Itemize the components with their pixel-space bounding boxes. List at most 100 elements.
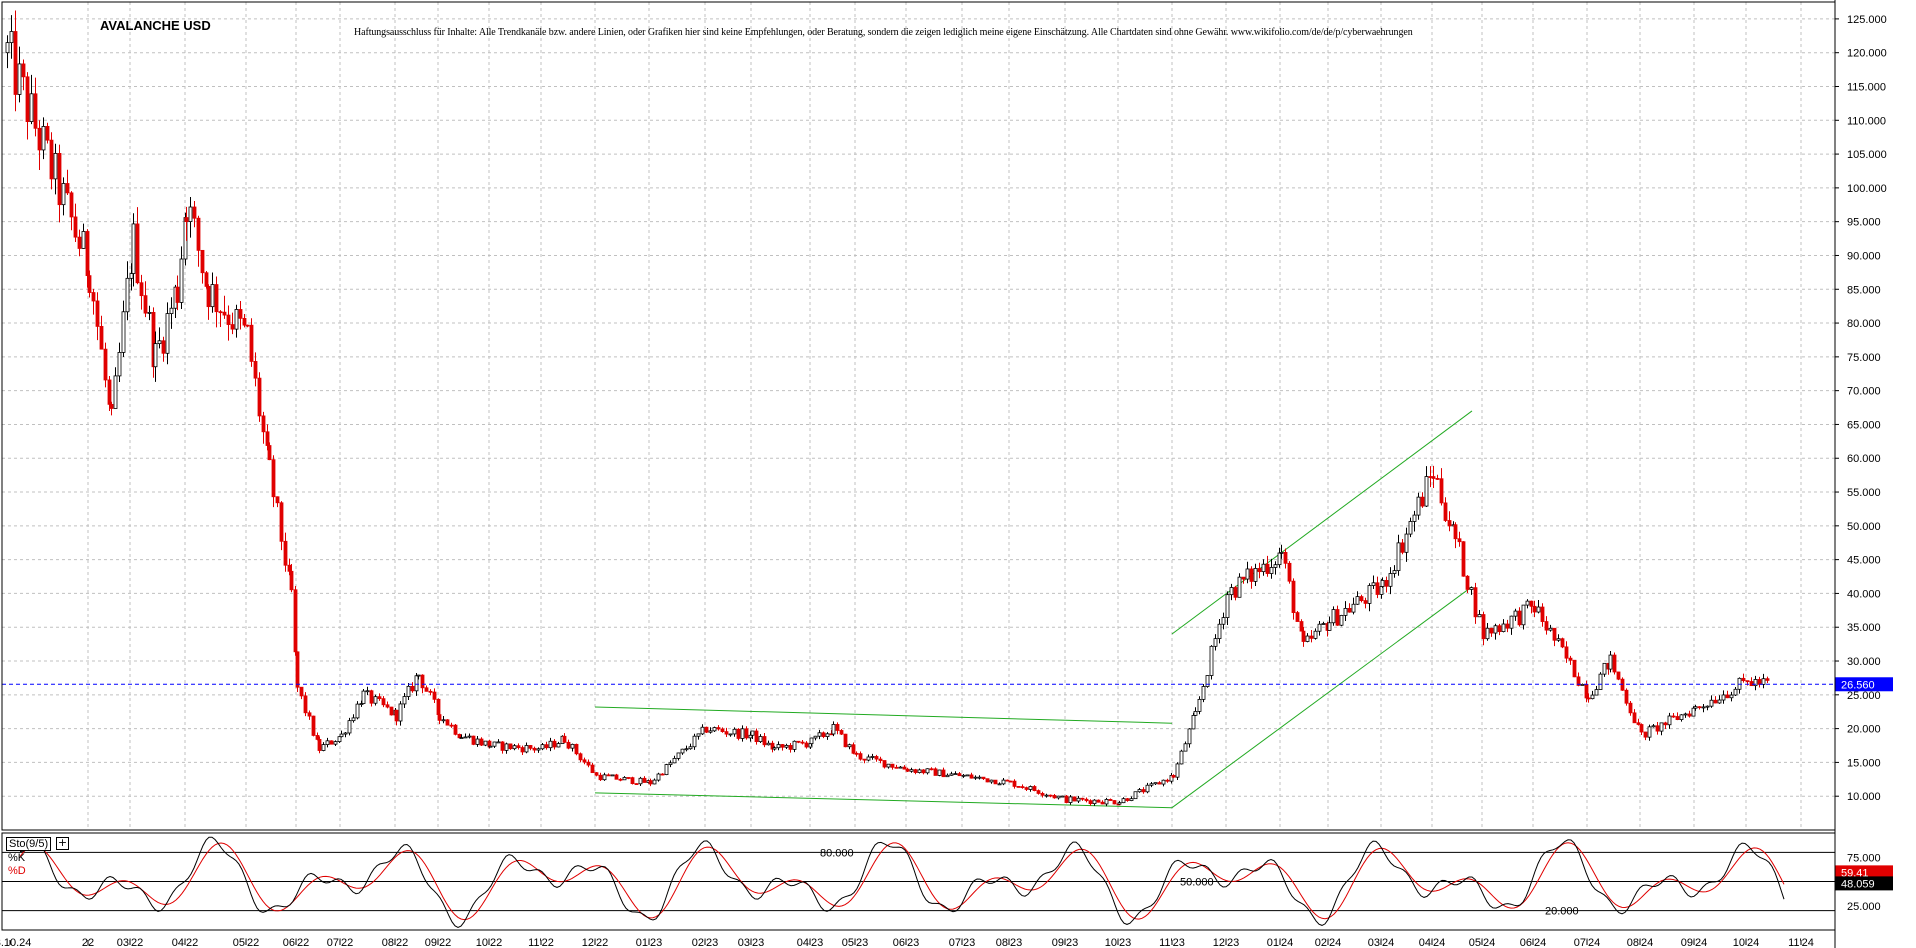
x-tick-label: 03'24 bbox=[1368, 937, 1395, 948]
candle-body bbox=[552, 740, 557, 748]
candle-body bbox=[1169, 775, 1174, 782]
sto-level-label: 80.000 bbox=[820, 847, 854, 859]
candle-body bbox=[1428, 476, 1433, 478]
candle-body bbox=[784, 745, 789, 748]
candle-body bbox=[500, 741, 505, 751]
candle-body bbox=[796, 740, 801, 743]
candle-body bbox=[1088, 800, 1093, 805]
candle-body bbox=[1701, 706, 1706, 709]
candle-body bbox=[69, 192, 74, 218]
candle-body bbox=[1447, 520, 1452, 527]
candle-body bbox=[1157, 782, 1162, 785]
candle-body bbox=[1509, 615, 1514, 629]
candle-body bbox=[9, 31, 14, 44]
candle-body bbox=[817, 732, 822, 737]
candle-body bbox=[321, 744, 326, 751]
candle-body bbox=[271, 459, 276, 498]
up-channel-upper bbox=[1171, 410, 1473, 635]
candle-body bbox=[1283, 551, 1288, 564]
candle-body bbox=[29, 93, 34, 123]
candle-body bbox=[1408, 521, 1413, 535]
candle-body bbox=[917, 769, 922, 773]
candle-body bbox=[1343, 608, 1348, 616]
candle-body bbox=[1048, 794, 1053, 797]
candle-body bbox=[109, 403, 114, 409]
candle-body bbox=[192, 206, 197, 219]
candle-body bbox=[1313, 630, 1318, 639]
candle-body bbox=[1179, 750, 1184, 765]
candle-body bbox=[1647, 726, 1652, 738]
candle-body bbox=[214, 284, 219, 313]
candle-body bbox=[416, 674, 421, 677]
candle-body bbox=[1564, 646, 1569, 659]
candle-body bbox=[776, 744, 781, 749]
candle-body bbox=[1137, 789, 1142, 793]
candle-body bbox=[377, 696, 382, 700]
price-frame bbox=[1, 1, 1836, 831]
candle-body bbox=[1249, 568, 1254, 582]
sto-k-badge bbox=[1835, 876, 1893, 891]
candle-body bbox=[200, 249, 205, 274]
candle-body bbox=[953, 773, 958, 776]
candle-body bbox=[17, 63, 22, 95]
candle-body bbox=[1691, 707, 1696, 717]
candle-body bbox=[1513, 610, 1518, 617]
candle-body bbox=[937, 769, 942, 776]
candle-body bbox=[1269, 567, 1274, 574]
candle-body bbox=[1675, 716, 1680, 720]
candle-body bbox=[758, 736, 763, 743]
candle-body bbox=[704, 726, 709, 733]
candle-body bbox=[1327, 622, 1332, 631]
add-indicator-icon[interactable]: + bbox=[56, 836, 69, 850]
up-channel-lower bbox=[1171, 586, 1473, 809]
candle-body bbox=[740, 728, 745, 739]
candle-body bbox=[107, 379, 112, 405]
y-tick-label: 40.000 bbox=[1847, 588, 1881, 600]
candle-body bbox=[858, 753, 863, 760]
candle-body bbox=[762, 736, 767, 746]
candle-body bbox=[1309, 635, 1314, 639]
x-tick-label: 09'24 bbox=[1681, 937, 1708, 948]
candle-body bbox=[1525, 600, 1530, 606]
candle-body bbox=[289, 570, 294, 591]
y-tick-label: 120.000 bbox=[1847, 48, 1887, 60]
candle-body bbox=[894, 766, 899, 769]
candle-body bbox=[73, 216, 78, 238]
candle-body bbox=[406, 685, 411, 697]
candle-body bbox=[147, 312, 152, 314]
candle-body bbox=[398, 703, 403, 722]
grid bbox=[2, 2, 1835, 830]
candle-body bbox=[77, 236, 82, 249]
candle-body bbox=[754, 730, 759, 743]
candle-body bbox=[165, 313, 170, 354]
candle-body bbox=[870, 756, 875, 758]
sto-level-label: 50.000 bbox=[1180, 877, 1214, 889]
candle-body bbox=[1279, 551, 1284, 554]
candle-body bbox=[933, 768, 938, 776]
candle-body bbox=[544, 744, 549, 749]
candle-body bbox=[1749, 681, 1754, 687]
candle-body bbox=[299, 686, 304, 697]
candle-body bbox=[1697, 706, 1702, 709]
candle-body bbox=[1457, 538, 1462, 543]
x-tick-label: 05'23 bbox=[842, 937, 869, 948]
candle-body bbox=[1485, 627, 1490, 640]
candle-body bbox=[369, 690, 374, 704]
candle-body bbox=[261, 415, 266, 433]
candle-body bbox=[566, 741, 571, 749]
candle-body bbox=[913, 769, 918, 773]
candle-body bbox=[1679, 714, 1684, 720]
x-tick-label: 06'22 bbox=[283, 937, 310, 948]
candle-body bbox=[874, 756, 879, 760]
candle-body bbox=[347, 720, 352, 734]
candle-body bbox=[1339, 614, 1344, 626]
candle-body bbox=[1598, 673, 1603, 690]
candle-body bbox=[1295, 612, 1300, 622]
indicator-button[interactable]: Sto(9/5) bbox=[6, 837, 52, 851]
x-tick-label: 12'22 bbox=[582, 937, 609, 948]
y-tick-label: 100.000 bbox=[1847, 183, 1887, 195]
candle-body bbox=[238, 309, 243, 319]
y-tick-label: 105.000 bbox=[1847, 149, 1887, 161]
candle-body bbox=[41, 126, 46, 151]
candle-body bbox=[536, 748, 541, 751]
